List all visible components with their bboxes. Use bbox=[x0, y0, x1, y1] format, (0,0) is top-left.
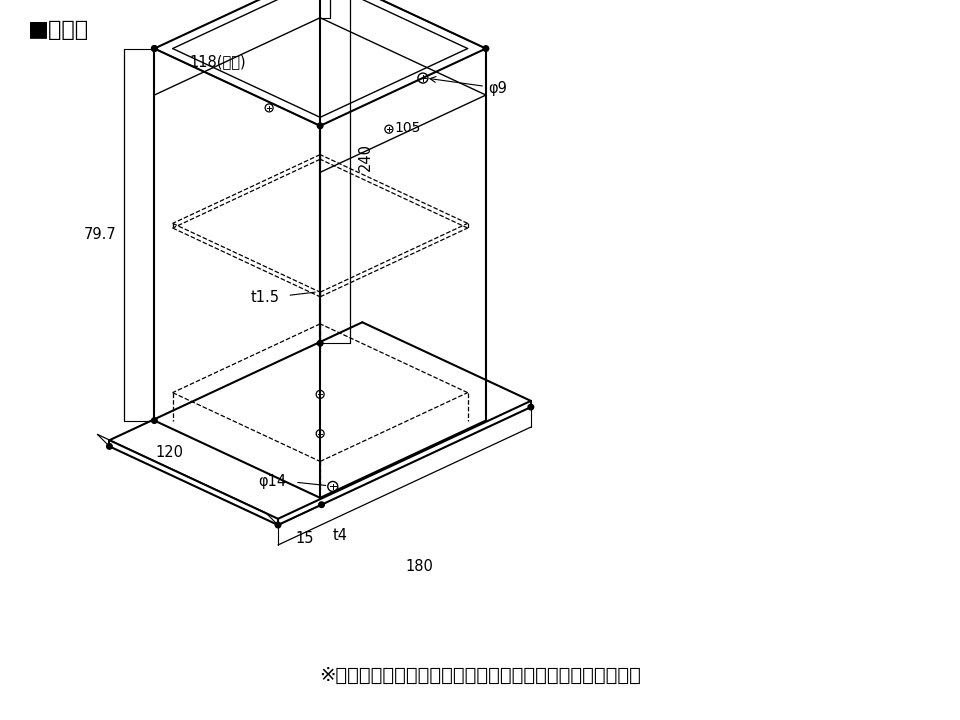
Circle shape bbox=[318, 341, 323, 346]
Text: t4: t4 bbox=[333, 528, 348, 543]
Text: φ14: φ14 bbox=[259, 474, 287, 489]
Circle shape bbox=[319, 502, 324, 508]
Text: φ9: φ9 bbox=[430, 76, 507, 96]
Circle shape bbox=[528, 405, 534, 410]
Text: 240: 240 bbox=[358, 143, 373, 171]
Text: 15: 15 bbox=[296, 531, 314, 546]
Text: 120: 120 bbox=[156, 445, 183, 459]
Circle shape bbox=[152, 46, 157, 51]
Text: 30: 30 bbox=[335, 0, 353, 2]
Text: 180: 180 bbox=[405, 559, 433, 574]
Text: 105: 105 bbox=[395, 121, 421, 135]
Circle shape bbox=[483, 46, 489, 51]
Text: 79.7: 79.7 bbox=[84, 227, 116, 242]
Circle shape bbox=[107, 444, 112, 449]
Text: ■仕様図: ■仕様図 bbox=[28, 20, 89, 40]
Text: ※サイズに関しては特注も承りますので、ご相談ください。: ※サイズに関しては特注も承りますので、ご相談ください。 bbox=[319, 666, 641, 685]
Circle shape bbox=[152, 418, 157, 423]
Circle shape bbox=[152, 46, 157, 51]
Circle shape bbox=[318, 123, 323, 129]
Text: t1.5: t1.5 bbox=[251, 289, 279, 305]
Circle shape bbox=[276, 522, 280, 528]
Text: 118(外尸): 118(外尸) bbox=[189, 54, 246, 69]
